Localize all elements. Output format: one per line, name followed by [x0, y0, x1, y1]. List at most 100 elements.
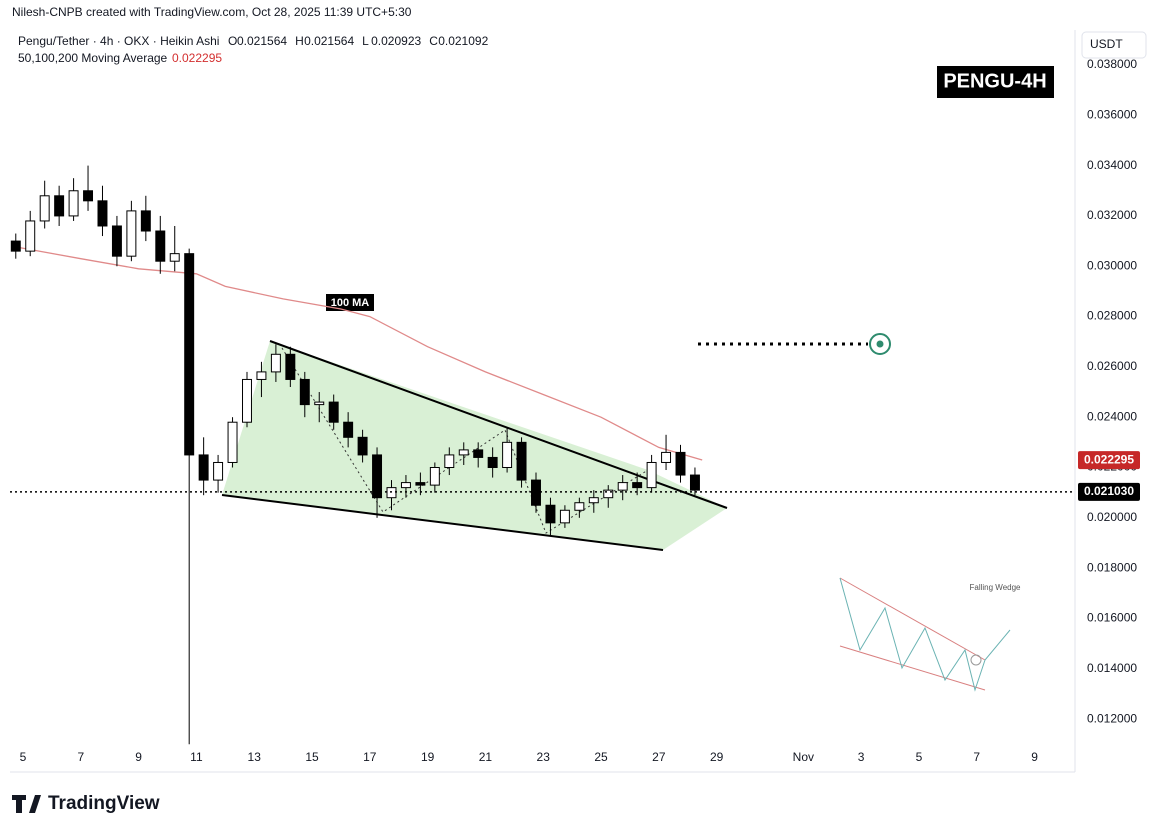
ohlc-label: O — [228, 34, 237, 48]
candle-body — [213, 461, 224, 481]
y-tick-label: 0.018000 — [1087, 560, 1137, 574]
candle-body — [675, 451, 686, 476]
inset-path — [839, 577, 1011, 692]
wedge-lower — [221, 494, 664, 551]
last-price-box — [1078, 482, 1140, 501]
candle-body — [83, 190, 94, 202]
candle-body — [111, 225, 122, 257]
ohlc-label: L — [362, 34, 369, 48]
badge: PENGU-4H — [943, 70, 1046, 92]
candle-body — [39, 195, 50, 222]
candle-body — [10, 240, 21, 252]
last-price-label: 0.021030 — [1084, 484, 1134, 498]
ohlc-value: 0.021564 — [304, 34, 354, 48]
candle-body — [429, 467, 440, 486]
candle-body — [357, 436, 368, 456]
candle-body — [415, 482, 426, 486]
candle-body — [661, 451, 672, 463]
candle-body — [227, 421, 238, 463]
x-tick-label: 9 — [135, 750, 142, 764]
candle-body — [559, 509, 570, 524]
candle-body — [473, 449, 484, 458]
x-tick-label: 23 — [537, 750, 551, 764]
candle-body — [140, 210, 151, 232]
y-tick-label: 0.020000 — [1087, 510, 1137, 524]
ohlc-value: 0.021092 — [438, 34, 488, 48]
target-dot — [876, 340, 884, 348]
candle-body — [574, 502, 585, 511]
y-tick-label: 0.016000 — [1087, 611, 1137, 625]
ma-price-label: 0.022295 — [1084, 452, 1134, 466]
ma-line — [11, 245, 703, 461]
logo-mark — [12, 795, 41, 813]
candle-body — [458, 449, 469, 456]
candle-body — [487, 456, 498, 469]
candle-body — [25, 220, 36, 252]
symbol: Pengu/Tether · 4h · OKX · Heikin Ashi — [18, 34, 219, 48]
y-tick-label: 0.014000 — [1087, 661, 1137, 675]
y-tick-label: 0.034000 — [1087, 158, 1137, 172]
inset-lower — [839, 645, 986, 691]
candle-body — [689, 474, 700, 491]
x-tick-label: 13 — [248, 750, 262, 764]
candle-body — [242, 378, 252, 423]
candle-body — [372, 454, 383, 499]
candle-body — [545, 504, 556, 524]
footer-logo: TradingView — [12, 793, 160, 814]
candle-body — [588, 497, 599, 504]
candle-body — [299, 378, 310, 406]
x-tick-label: 29 — [710, 750, 724, 764]
x-tick-label: 11 — [190, 750, 203, 764]
x-tick-label: 27 — [652, 750, 666, 764]
candle-body — [68, 190, 79, 217]
annotation-box — [326, 294, 374, 311]
inset-upper — [839, 577, 986, 661]
candle-body — [97, 200, 108, 227]
candle-body — [444, 454, 455, 469]
candle-body — [502, 441, 513, 469]
attribution: Nilesh-CNPB created with TradingView.com… — [12, 5, 412, 19]
inset-circle — [970, 654, 982, 666]
annotation: 100 MA — [331, 297, 370, 309]
x-tick-label: 7 — [973, 750, 980, 764]
currency-box[interactable] — [1081, 31, 1147, 59]
ma-legend-value: 0.022295 — [172, 51, 222, 65]
candle-body — [516, 441, 527, 481]
inset-title: Falling Wedge — [970, 583, 1022, 592]
candle-body — [270, 353, 281, 373]
candle-body — [184, 253, 195, 456]
y-tick-label: 0.012000 — [1087, 711, 1137, 725]
candle-body — [198, 454, 209, 481]
candle-body — [617, 482, 628, 491]
x-tick-label: 3 — [858, 750, 865, 764]
candle-body — [256, 371, 267, 380]
brand: TradingView — [48, 793, 160, 814]
candle-body — [155, 230, 166, 262]
ohlc-value: 0.021564 — [237, 34, 287, 48]
wedge-swings — [281, 347, 649, 534]
ma-legend: 50,100,200 Moving Average — [18, 51, 168, 65]
y-tick-label: 0.030000 — [1087, 258, 1137, 272]
badge-box — [937, 66, 1054, 98]
candle-body — [126, 210, 137, 257]
x-tick-label: 19 — [421, 750, 435, 764]
candle-body — [328, 401, 339, 423]
candle-body — [400, 482, 411, 489]
candle-body — [646, 461, 657, 489]
ohlc-label: C — [429, 34, 438, 48]
inset: Falling Wedge — [839, 577, 1022, 692]
y-tick-label: 0.028000 — [1087, 309, 1137, 323]
wedge-fill — [222, 341, 727, 550]
ma-price-box — [1078, 451, 1140, 470]
y-tick-label: 0.032000 — [1087, 208, 1137, 222]
ohlc-legend: O 0.021564 H 0.021564 L 0.020923 C 0.021092 — [228, 34, 489, 48]
candle-body — [343, 421, 354, 438]
candle-body — [632, 482, 643, 489]
x-tick-label: 9 — [1031, 750, 1038, 764]
x-tick-label: 25 — [594, 750, 608, 764]
candle-body — [603, 489, 614, 499]
x-tick-label: Nov — [793, 750, 814, 764]
x-tick-label: 7 — [77, 750, 84, 764]
